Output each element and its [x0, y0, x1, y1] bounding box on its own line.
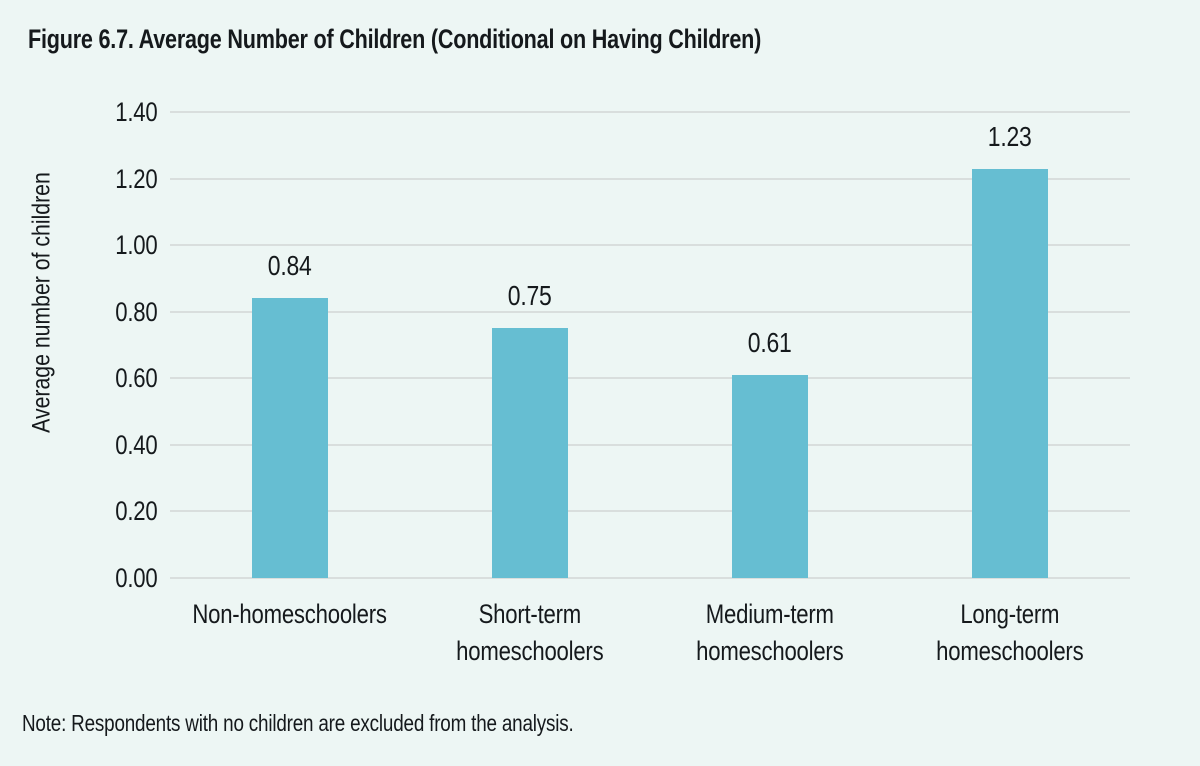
- x-category-label: Long-term homeschoolers: [880, 596, 1140, 670]
- bar-3: [732, 374, 808, 578]
- x-category-label: Short-term homeschoolers: [400, 596, 660, 670]
- y-tick-0.80: 0.80: [0, 296, 157, 327]
- gridline-0.80: [170, 310, 1130, 313]
- y-tick-text: 0.80: [114, 296, 157, 327]
- figure-note: Note: Respondents with no children are e…: [22, 710, 695, 737]
- gridline-0.40: [170, 443, 1130, 446]
- x-category-text: Medium-term homeschoolers: [696, 599, 844, 666]
- bar-value-text: 0.75: [508, 280, 552, 312]
- y-tick-text: 0.00: [114, 563, 157, 593]
- bar-value-label: 1.23: [910, 120, 1110, 152]
- x-category-label: Medium-term homeschoolers: [640, 596, 900, 670]
- bar-2: [492, 328, 568, 578]
- bar-value-label: 0.61: [670, 326, 870, 358]
- x-category-text: Non-homeschoolers: [192, 599, 388, 629]
- bar-1: [252, 298, 328, 578]
- x-category-text: Long-term homeschoolers: [936, 599, 1084, 666]
- gridline-0.20: [170, 510, 1130, 513]
- bar-value-label: 0.75: [430, 282, 630, 310]
- y-tick-1.20: 1.20: [0, 163, 157, 194]
- y-tick-0.00: 0.00: [0, 565, 157, 592]
- bar-value-text: 1.23: [988, 120, 1032, 152]
- y-tick-0.40: 0.40: [0, 429, 157, 460]
- gridline-1.00: [170, 244, 1130, 247]
- gridline-1.40: [170, 111, 1130, 113]
- figure-title-text: Figure 6.7. Average Number of Children (…: [28, 24, 762, 54]
- bar-value-text: 0.61: [748, 326, 792, 358]
- y-tick-1.40: 1.40: [0, 99, 157, 126]
- gridline-1.20: [170, 177, 1130, 180]
- bar-4: [972, 168, 1048, 578]
- gridline-0.60: [170, 377, 1130, 380]
- figure-title: Figure 6.7. Average Number of Children (…: [28, 24, 944, 55]
- plot-area: [170, 111, 1130, 579]
- y-tick-text: 1.20: [114, 163, 157, 194]
- y-tick-1.00: 1.00: [0, 232, 157, 259]
- x-category-label: Non-homeschoolers: [160, 596, 420, 633]
- figure-note-text: Note: Respondents with no children are e…: [22, 710, 574, 736]
- x-category-text: Short-term homeschoolers: [456, 599, 604, 666]
- y-tick-text: 0.20: [114, 496, 157, 527]
- y-tick-text: 1.40: [114, 97, 157, 127]
- bar-value-text: 0.84: [268, 250, 312, 282]
- y-tick-0.20: 0.20: [0, 498, 157, 525]
- bar-value-label: 0.84: [190, 252, 390, 280]
- gridline-0.00: [170, 577, 1130, 579]
- y-tick-text: 0.60: [114, 363, 157, 394]
- y-tick-text: 0.40: [114, 429, 157, 460]
- y-tick-0.60: 0.60: [0, 365, 157, 392]
- y-tick-text: 1.00: [114, 230, 157, 261]
